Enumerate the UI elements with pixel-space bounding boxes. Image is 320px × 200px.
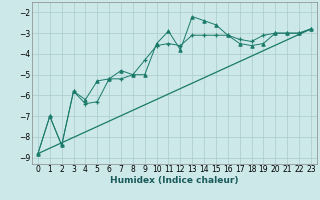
X-axis label: Humidex (Indice chaleur): Humidex (Indice chaleur) [110,176,239,185]
